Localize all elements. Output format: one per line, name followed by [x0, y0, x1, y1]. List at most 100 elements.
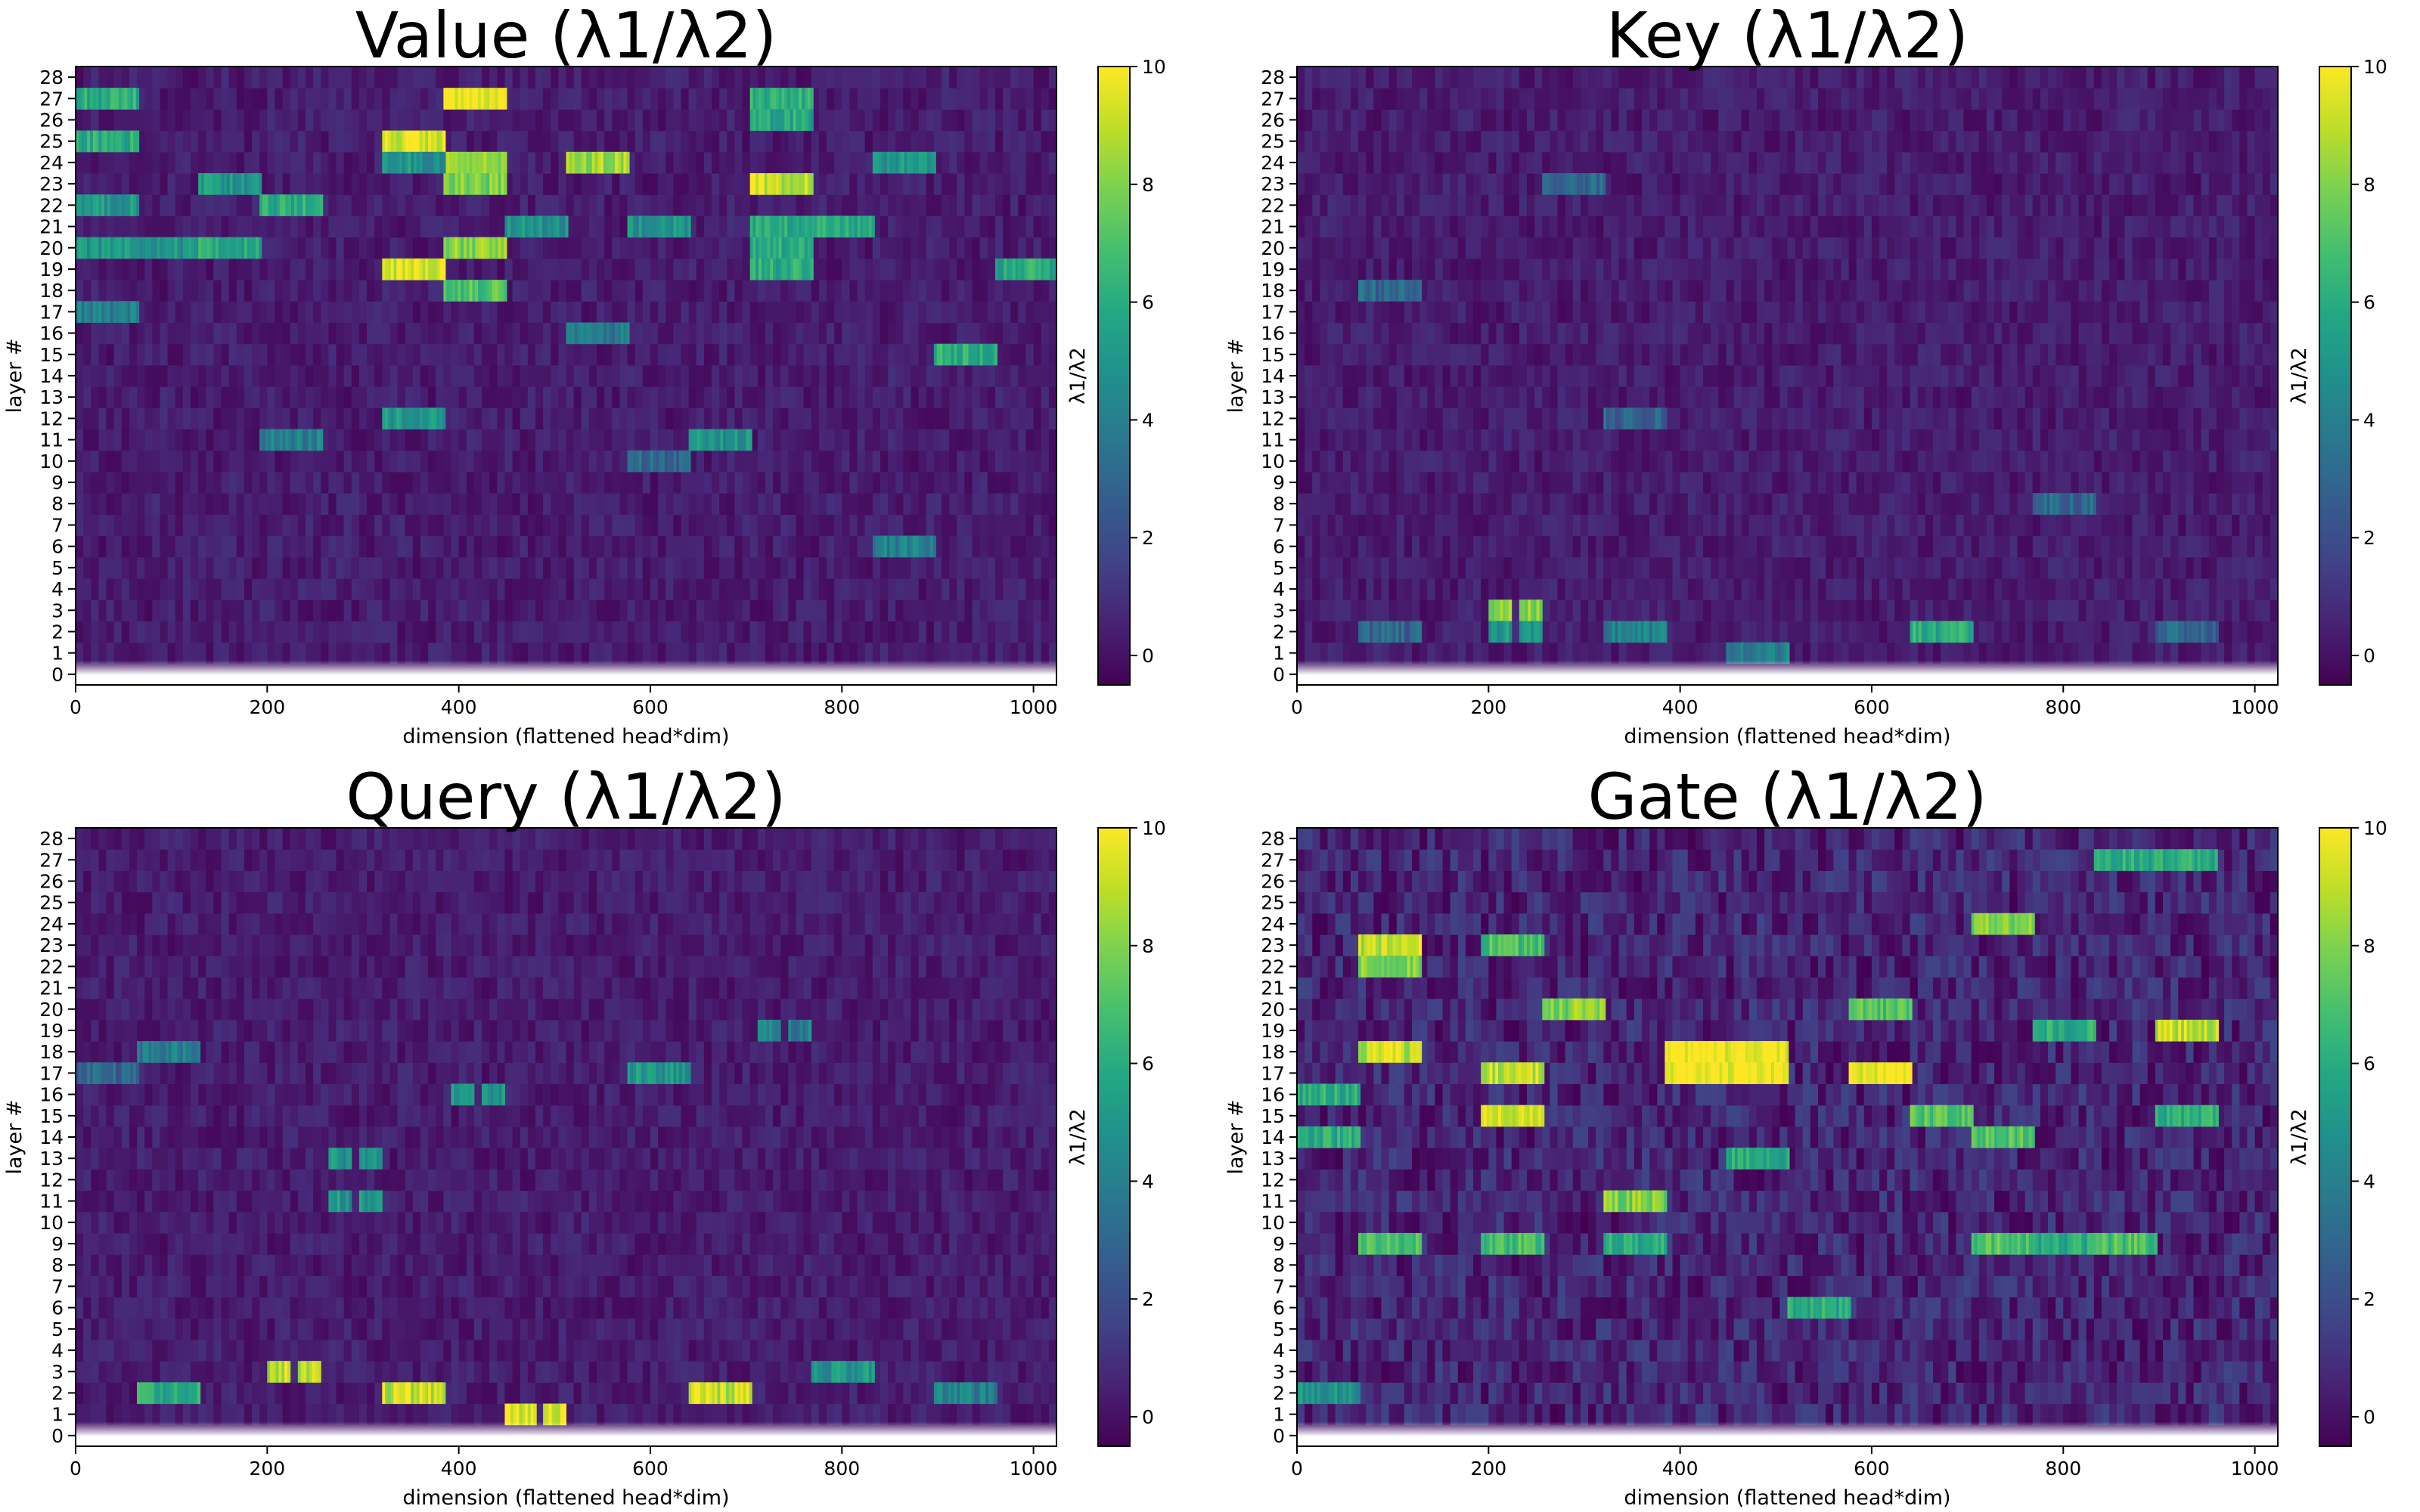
- heatmap-cell: [1986, 600, 1995, 621]
- heatmap-cell: [83, 578, 92, 600]
- heatmap-cell: [703, 514, 712, 537]
- heatmap-cell: [666, 578, 674, 600]
- heatmap-cell: [1335, 578, 1344, 600]
- heatmap-cell: [321, 471, 329, 494]
- heatmap-cell: [834, 67, 842, 88]
- heatmap-cell: [558, 364, 567, 387]
- heatmap-cell: [504, 67, 513, 88]
- heatmap-cell: [182, 471, 191, 494]
- heatmap-cell: [581, 600, 590, 621]
- heatmap-cell: [734, 493, 743, 515]
- heatmap-cell: [1010, 386, 1019, 408]
- heatmap-cell: [558, 621, 567, 643]
- heatmap-cell: [880, 343, 889, 366]
- heatmap-cell: [543, 88, 551, 110]
- heatmap-cell: [1033, 642, 1042, 665]
- heatmap-cell: [849, 109, 858, 132]
- heatmap-cell: [428, 556, 436, 579]
- heatmap-cell: [818, 151, 827, 174]
- heatmap-cell: [129, 322, 138, 345]
- heatmap-cell: [129, 493, 138, 515]
- heatmap-cell: [979, 88, 988, 110]
- heatmap-cell: [994, 88, 1004, 110]
- hotspot-2: [428, 258, 432, 280]
- heatmap-cell: [1033, 67, 1042, 88]
- heatmap-cell: [443, 343, 452, 366]
- hotspot-20: [203, 173, 208, 195]
- heatmap-cell: [566, 493, 575, 515]
- heatmap-cell: [76, 642, 84, 665]
- hotspot-34: [656, 450, 659, 472]
- heatmap-cell: [420, 322, 429, 345]
- heatmap-cell: [252, 88, 260, 110]
- heatmap-cell: [949, 429, 957, 451]
- heatmap-cell: [864, 386, 873, 408]
- heatmap-cell: [773, 364, 781, 387]
- heatmap-cell: [290, 450, 299, 472]
- heatmap-cell: [543, 535, 551, 558]
- hotspot-35: [101, 301, 105, 323]
- heatmap-cell: [535, 67, 544, 88]
- heatmap-cell: [972, 578, 981, 600]
- heatmap-cell: [336, 621, 345, 643]
- heatmap-cell: [428, 301, 436, 324]
- heatmap-cell: [994, 407, 1004, 430]
- heatmap-cell: [389, 322, 399, 345]
- heatmap-cell: [343, 493, 352, 515]
- heatmap-cell: [987, 429, 996, 451]
- heatmap-cell: [152, 88, 161, 110]
- heatmap-cell: [964, 173, 973, 195]
- heatmap-cell: [903, 364, 912, 387]
- hotspot-17: [84, 237, 88, 259]
- heatmap-cell: [573, 493, 582, 515]
- heatmap-cell: [650, 130, 659, 153]
- heatmap-cell: [857, 130, 866, 153]
- heatmap-cell: [236, 194, 245, 217]
- heatmap-cell: [703, 364, 712, 387]
- heatmap-cell: [1025, 578, 1035, 600]
- heatmap-cell: [727, 407, 736, 430]
- heatmap-cell: [336, 429, 345, 451]
- heatmap-cell: [933, 322, 942, 345]
- hotspot-21: [290, 194, 295, 216]
- heatmap-cell: [964, 67, 973, 88]
- hotspot-18: [182, 237, 187, 259]
- heatmap-cell: [497, 343, 506, 366]
- hotspot-14: [116, 88, 119, 110]
- heatmap-cell: [436, 237, 444, 259]
- hotspot-9: [810, 88, 814, 110]
- heatmap-cell: [1373, 578, 1382, 600]
- hotspot-18: [139, 237, 144, 259]
- heatmap-cell: [389, 493, 399, 515]
- heatmap-cell: [949, 67, 957, 88]
- heatmap-cell: [2032, 578, 2041, 600]
- heatmap-cell: [666, 151, 674, 174]
- heatmap-cell: [1871, 642, 1880, 665]
- x-tick-label: 1000: [1010, 696, 1058, 718]
- heatmap-cell: [367, 88, 375, 110]
- heatmap-cell: [504, 621, 513, 643]
- heatmap-cell: [849, 258, 858, 280]
- heatmap-cell: [957, 493, 966, 515]
- hotspot-28: [994, 343, 997, 366]
- heatmap-cell: [864, 471, 873, 494]
- hotspot-16: [110, 194, 113, 216]
- hotspot-5: [461, 237, 464, 259]
- heatmap-cell: [389, 343, 399, 366]
- heatmap-cell: [482, 67, 490, 88]
- heatmap-cell: [864, 450, 873, 472]
- heatmap-cell: [367, 322, 375, 345]
- heatmap-cell: [428, 493, 436, 515]
- heatmap-cell: [328, 88, 337, 110]
- heatmap-cell: [129, 578, 138, 600]
- heatmap-cell: [228, 280, 237, 302]
- heatmap-cell: [903, 556, 912, 579]
- heatmap-cell: [512, 514, 521, 537]
- heatmap-cell: [588, 194, 597, 217]
- heatmap-cell: [121, 151, 130, 174]
- heatmap-cell: [535, 194, 544, 217]
- heatmap-cell: [612, 600, 621, 621]
- heatmap-cell: [512, 237, 521, 259]
- hotspot-22: [416, 151, 420, 174]
- heatmap-cell: [190, 556, 199, 579]
